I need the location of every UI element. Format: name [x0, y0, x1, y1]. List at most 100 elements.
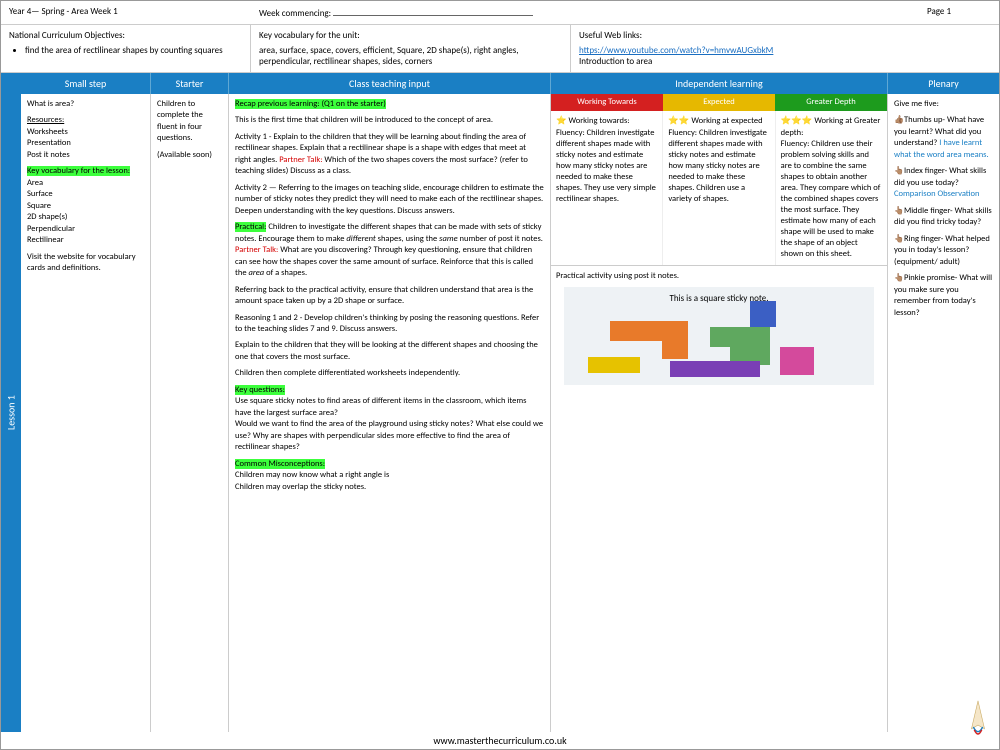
key-questions-label: Key questions:: [235, 385, 285, 395]
step-question: What is area?: [27, 99, 144, 110]
page-number: Page 1: [919, 1, 999, 24]
col-small-step: Small step: [21, 73, 151, 94]
sticky-block: [780, 347, 814, 375]
independent-cell: Working Towards Expected Greater Depth ⭐…: [551, 94, 888, 732]
lesson-vocab-label: Key vocabulary for the lesson:: [27, 166, 130, 176]
reasoning: Reasoning 1 and 2 - Develop children's t…: [235, 313, 544, 336]
resource-postits: Post it notes: [27, 150, 70, 160]
resource-presentation: Presentation: [27, 138, 71, 148]
index-icon: 👆🏽: [894, 166, 904, 176]
vocab-rectilinear: Rectilinear: [27, 235, 64, 245]
index-finger: Index finger- What skills did you use to…: [894, 166, 986, 187]
expected-header: Expected: [663, 94, 775, 111]
practical-label: Practical:: [235, 222, 266, 232]
col-teaching: Class teaching input: [229, 73, 551, 94]
star-icon: ⭐⭐: [668, 116, 689, 126]
objective-item: find the area of rectilinear shapes by c…: [25, 45, 242, 56]
small-step-cell: What is area? Resources: Worksheets Pres…: [21, 94, 151, 732]
referring-back: Referring back to the practical activity…: [235, 285, 544, 308]
partner-talk-1: Partner Talk:: [279, 155, 322, 165]
kq1: Use square sticky notes to find areas of…: [235, 396, 526, 417]
middle-finger: Middle finger- What skills did you find …: [894, 206, 992, 227]
sticky-block: [670, 361, 760, 377]
plenary-cell: Give me five: 👍🏽Thumbs up- What have you…: [888, 94, 999, 732]
give-me-five: Give me five:: [894, 99, 993, 110]
sticky-note-diagram: This is a square sticky note.: [564, 287, 874, 385]
sticky-label: This is a square sticky note.: [570, 293, 868, 305]
youtube-link[interactable]: https://www.youtube.com/watch?v=hmvwAUGx…: [579, 45, 773, 56]
logo-icon: [964, 699, 992, 744]
cm1: Children may now know what a right angle…: [235, 470, 389, 480]
working-towards-body: ⭐ Working towards: Fluency: Children inv…: [551, 111, 663, 265]
objectives-cell: National Curriculum Objectives: find the…: [1, 25, 251, 72]
star-icon: ⭐⭐⭐: [781, 116, 813, 126]
visit-website-note: Visit the website for vocabulary cards a…: [27, 252, 144, 275]
sticky-block: [662, 341, 688, 359]
greater-depth-header: Greater Depth: [775, 94, 887, 111]
index-answer: Comparison Observation: [894, 189, 980, 199]
footer-url: www.masterthecurriculum.co.uk: [1, 732, 999, 749]
thumb-icon: 👍🏽: [894, 115, 904, 125]
ring-finger: Ring finger- What helped you in today's …: [894, 234, 990, 267]
lesson-plan-page: Year 4— Spring - Area Week 1 Week commen…: [0, 0, 1000, 750]
practical-text: Practical activity using post it notes.: [556, 271, 882, 282]
links-label: Useful Web links:: [579, 30, 991, 41]
vocab-perpendicular: Perpendicular: [27, 224, 75, 234]
col-plenary: Plenary: [888, 73, 999, 94]
expected-body: ⭐⭐ Working at expected Fluency: Children…: [663, 111, 775, 265]
starter-cell: Children to complete the fluent in four …: [151, 94, 229, 732]
resources-label: Resources:: [27, 115, 64, 125]
objectives-label: National Curriculum Objectives:: [9, 30, 242, 41]
misconceptions-label: Common Misconceptions:: [235, 459, 325, 469]
vocab-area: Area: [27, 178, 43, 188]
cm2: Children may overlap the sticky notes.: [235, 482, 366, 492]
col-starter: Starter: [151, 73, 229, 94]
sticky-block: [662, 321, 688, 341]
explain-shapes: Explain to the children that they will b…: [235, 340, 544, 363]
weblinks-cell: Useful Web links: https://www.youtube.co…: [571, 25, 999, 72]
week-commencing: Week commencing:: [251, 1, 919, 24]
lesson-tab-header: [1, 73, 21, 94]
partner-talk-2: Partner Talk:: [235, 245, 278, 255]
greater-depth-body: ⭐⭐⭐ Working at Greater depth: Fluency: C…: [776, 111, 887, 265]
top-bar: Year 4— Spring - Area Week 1 Week commen…: [1, 1, 999, 25]
sticky-block: [588, 357, 640, 373]
diff-body: ⭐ Working towards: Fluency: Children inv…: [551, 111, 887, 266]
column-headers: Small step Starter Class teaching input …: [1, 73, 999, 94]
vocab-surface: Surface: [27, 189, 53, 199]
sticky-shapes: [570, 309, 868, 379]
vocab-2d: 2D shape(s): [27, 212, 68, 222]
sticky-block: [610, 321, 662, 341]
kq2: Would we want to find the area of the pl…: [235, 419, 543, 452]
col-independent: Independent learning: [551, 73, 888, 94]
starter-avail: (Available soon): [157, 150, 222, 161]
pinkie-icon: 👆🏽: [894, 273, 904, 283]
resource-worksheets: Worksheets: [27, 127, 68, 137]
header-row: National Curriculum Objectives: find the…: [1, 25, 999, 73]
lesson-1-tab: Lesson 1: [1, 94, 21, 732]
week-label: Week commencing:: [259, 8, 331, 19]
starter-text: Children to complete the fluent in four …: [157, 99, 222, 145]
sticky-block: [710, 327, 770, 347]
recap-label: Recap previous learning: (Q1 on the star…: [235, 99, 386, 109]
middle-icon: 👆🏽: [894, 206, 904, 216]
vocab-text: area, surface, space, covers, efficient,…: [259, 45, 562, 67]
activity-1: Activity 1 - Explain to the children tha…: [235, 132, 544, 178]
practical-para: Practical: Children to investigate the d…: [235, 222, 544, 279]
activity-2: Activity 2 — Referring to the images on …: [235, 183, 544, 217]
vocab-square: Square: [27, 201, 51, 211]
pinkie: Pinkie promise- What will you make sure …: [894, 273, 992, 317]
teach-intro: This is the first time that children wil…: [235, 115, 544, 126]
diff-headers: Working Towards Expected Greater Depth: [551, 94, 887, 111]
working-towards-header: Working Towards: [551, 94, 663, 111]
differentiated: Children then complete differentiated wo…: [235, 368, 544, 379]
vocabulary-cell: Key vocabulary for the unit: area, surfa…: [251, 25, 571, 72]
star-icon: ⭐: [556, 116, 567, 126]
teaching-cell: Recap previous learning: (Q1 on the star…: [229, 94, 551, 732]
practical-activity-box: Practical activity using post it notes. …: [551, 266, 887, 394]
link-description: Introduction to area: [579, 56, 652, 67]
ring-icon: 👆🏽: [894, 234, 904, 244]
doc-title: Year 4— Spring - Area Week 1: [1, 1, 251, 24]
week-blank-line: [333, 6, 533, 16]
lesson-row: Lesson 1 What is area? Resources: Worksh…: [1, 94, 999, 732]
